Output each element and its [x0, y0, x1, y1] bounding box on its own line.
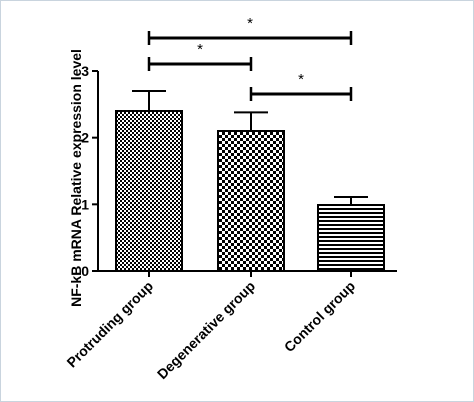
- y-tick-label: 3: [81, 63, 89, 79]
- bar: [217, 130, 285, 272]
- significance-bracket: *: [147, 41, 253, 71]
- bar: [317, 204, 385, 272]
- bars: [115, 110, 385, 272]
- y-tick-label: 2: [81, 130, 89, 146]
- significance-label: *: [197, 41, 203, 58]
- significance-bracket: *: [147, 15, 353, 45]
- error-bars: [132, 90, 368, 205]
- significance-brackets: * * *: [147, 15, 353, 101]
- x-tick-label: Degenerative group: [154, 278, 258, 382]
- significance-label: *: [247, 15, 253, 32]
- significance-label: *: [298, 71, 304, 88]
- y-axis-label: NF-kB mRNA Relative expression level: [68, 49, 84, 307]
- y-tick-label: 1: [81, 196, 89, 212]
- significance-bracket: *: [249, 71, 353, 101]
- axis-labels: NF-kB mRNA Relative expression levelProt…: [63, 49, 358, 382]
- bar: [115, 110, 183, 272]
- x-tick-label: Control group: [281, 278, 358, 355]
- y-tick-label: 0: [81, 263, 89, 279]
